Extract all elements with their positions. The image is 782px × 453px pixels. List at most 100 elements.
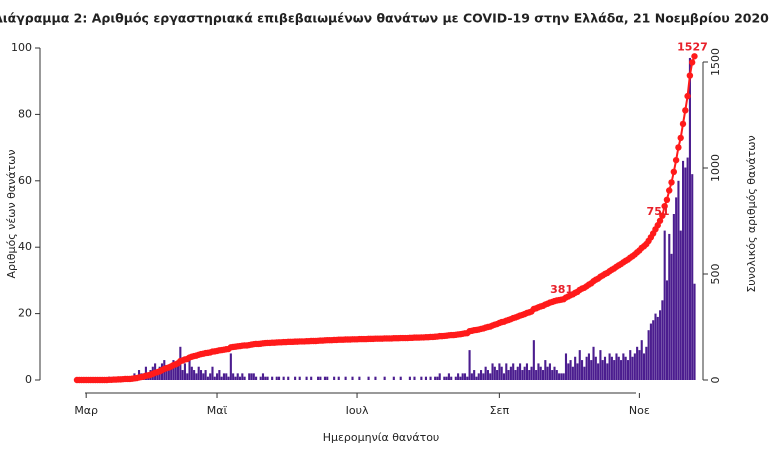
bar — [213, 376, 216, 380]
bar — [255, 376, 258, 380]
bar — [188, 356, 191, 380]
bar — [259, 376, 262, 380]
bar — [491, 363, 494, 380]
bar — [227, 376, 230, 380]
bar — [204, 370, 207, 380]
bar — [326, 376, 329, 380]
bar — [521, 370, 524, 380]
bar — [475, 376, 478, 380]
bar — [177, 363, 180, 380]
bar — [482, 373, 485, 380]
bar — [383, 376, 386, 380]
cumulative-point — [677, 134, 684, 142]
bar — [241, 373, 244, 380]
bar — [287, 376, 290, 380]
y2-tick-label: 1500 — [709, 48, 722, 76]
x-tick-label: Νοε — [629, 404, 650, 417]
bar — [507, 370, 510, 380]
bar — [571, 366, 574, 380]
y2-axis-label: Συνολικός αριθμός θανάτων — [745, 135, 758, 292]
bar — [576, 363, 579, 380]
bar — [548, 363, 551, 380]
bar — [551, 370, 554, 380]
bar — [597, 363, 600, 380]
bar — [209, 373, 212, 380]
bar — [468, 350, 471, 380]
bar — [496, 370, 499, 380]
bar — [633, 353, 636, 380]
bar — [592, 346, 595, 380]
bar — [530, 366, 533, 380]
bar — [266, 376, 269, 380]
cumulative-point — [656, 217, 664, 224]
bar — [656, 316, 659, 380]
bar — [599, 350, 602, 380]
bar — [626, 360, 630, 380]
bar — [337, 376, 340, 380]
bar — [654, 313, 657, 380]
bar — [539, 366, 542, 380]
bar — [659, 310, 662, 380]
bar — [252, 373, 255, 380]
y-tick-label: 40 — [18, 240, 32, 253]
bar — [461, 373, 464, 380]
bar — [486, 370, 489, 380]
bar — [459, 376, 462, 380]
bar — [583, 366, 586, 380]
bar — [516, 366, 519, 380]
bar — [174, 366, 177, 380]
bar — [553, 366, 556, 380]
bar — [647, 330, 650, 380]
cumulative-point — [666, 187, 673, 194]
bar — [367, 376, 370, 380]
bar — [420, 376, 423, 380]
bar — [642, 353, 646, 380]
cumulative-point — [682, 107, 689, 114]
cumulative-point — [668, 179, 675, 186]
bar — [225, 373, 228, 380]
bar — [282, 376, 285, 380]
bar — [294, 376, 297, 380]
bar — [585, 356, 588, 380]
bar — [578, 350, 581, 380]
bar — [248, 373, 251, 380]
bar — [670, 253, 673, 380]
bar — [679, 230, 682, 380]
bar — [463, 373, 467, 380]
bar — [535, 370, 538, 380]
annotation: 751 — [647, 205, 670, 218]
bar — [615, 353, 618, 380]
y2-tick-label: 0 — [709, 377, 722, 384]
annotation: 381 — [550, 283, 573, 296]
bar — [374, 376, 377, 380]
bar — [608, 353, 611, 380]
bar — [620, 360, 623, 380]
bar — [560, 373, 563, 380]
bar — [238, 376, 242, 380]
bar — [684, 167, 687, 380]
bar — [218, 370, 221, 380]
bar — [229, 353, 232, 380]
cumulative-point — [659, 212, 666, 219]
bar — [450, 376, 453, 380]
cumulative-point — [679, 120, 687, 128]
bar — [610, 356, 613, 380]
bar — [601, 360, 604, 380]
bar — [264, 376, 267, 380]
bar — [261, 373, 265, 380]
cumulative-point — [691, 53, 698, 60]
bar — [232, 373, 235, 380]
bar — [528, 370, 531, 380]
y-tick-label: 100 — [11, 41, 32, 54]
bar — [333, 376, 336, 380]
bar — [489, 373, 492, 380]
bar — [544, 360, 547, 380]
bar — [500, 366, 503, 380]
bar — [622, 353, 625, 380]
y2-tick-label: 1000 — [709, 154, 722, 182]
y-tick-label: 0 — [25, 373, 32, 386]
cumulative-point — [663, 196, 671, 203]
bar — [686, 157, 689, 380]
bar — [399, 376, 402, 380]
bar — [408, 376, 411, 380]
